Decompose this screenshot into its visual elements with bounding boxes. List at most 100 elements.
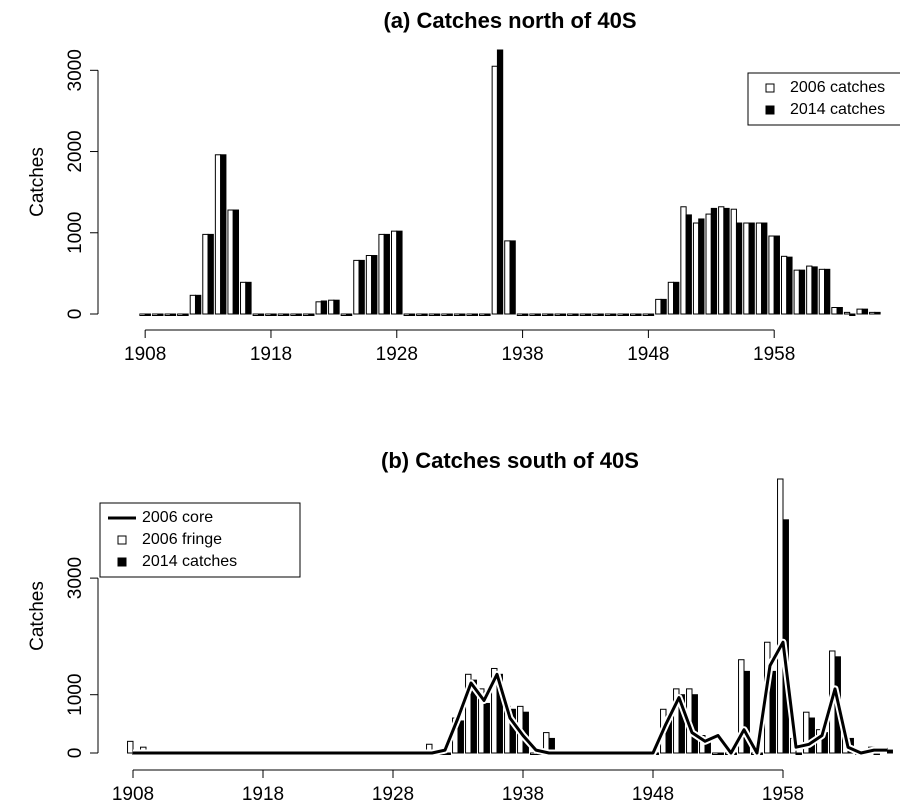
chart-title: (b) Catches south of 40S bbox=[381, 448, 639, 473]
bar bbox=[811, 266, 818, 315]
bar bbox=[227, 209, 234, 315]
bar bbox=[434, 313, 441, 316]
bar bbox=[459, 313, 466, 316]
legend-box bbox=[747, 72, 900, 126]
bar bbox=[743, 222, 750, 315]
bar bbox=[769, 670, 776, 754]
bar bbox=[798, 269, 806, 315]
bar bbox=[504, 240, 511, 315]
bar bbox=[491, 65, 498, 315]
bar bbox=[869, 311, 876, 315]
bar bbox=[777, 478, 784, 754]
bar bbox=[484, 313, 491, 316]
bar bbox=[735, 222, 743, 315]
bar bbox=[554, 313, 561, 316]
bar bbox=[698, 218, 705, 315]
x-tick-label: 1908 bbox=[112, 784, 154, 803]
bar bbox=[712, 752, 719, 755]
bar bbox=[441, 313, 448, 316]
x-tick-label: 1918 bbox=[250, 344, 292, 365]
bar bbox=[743, 670, 750, 754]
bar bbox=[806, 265, 813, 315]
bar bbox=[831, 307, 838, 315]
y-tick-label: 3000 bbox=[65, 49, 86, 91]
bar bbox=[177, 313, 184, 316]
y-tick-label: 1000 bbox=[65, 212, 86, 254]
bar bbox=[295, 313, 302, 316]
bar bbox=[483, 702, 490, 754]
bar bbox=[444, 752, 451, 755]
bar bbox=[207, 233, 214, 315]
bar bbox=[232, 209, 240, 315]
bar bbox=[579, 313, 586, 316]
bar bbox=[610, 313, 617, 316]
bar bbox=[780, 255, 788, 315]
bar bbox=[257, 313, 265, 316]
bar bbox=[730, 208, 737, 315]
bar bbox=[403, 313, 410, 316]
bar bbox=[308, 313, 315, 316]
x-tick-label: 1908 bbox=[124, 344, 166, 365]
bar bbox=[541, 313, 549, 316]
bar bbox=[290, 313, 297, 316]
bar bbox=[353, 259, 360, 315]
bar bbox=[824, 268, 831, 315]
bar bbox=[782, 519, 789, 754]
line bbox=[133, 640, 887, 755]
bar bbox=[718, 206, 725, 315]
y-axis-label: Catches bbox=[27, 147, 48, 217]
bar bbox=[396, 230, 403, 315]
bar bbox=[843, 311, 851, 315]
bar bbox=[642, 313, 649, 316]
bar bbox=[723, 207, 730, 315]
bar bbox=[283, 313, 290, 316]
legend-label: 2014 catches bbox=[790, 101, 885, 118]
bar bbox=[547, 313, 554, 316]
bar bbox=[277, 313, 285, 316]
bar bbox=[617, 313, 624, 316]
bar bbox=[214, 154, 222, 315]
bar bbox=[667, 281, 675, 315]
bar bbox=[151, 313, 159, 316]
legend-label: 2014 catches bbox=[142, 553, 237, 570]
bar bbox=[202, 233, 209, 315]
legend-box bbox=[99, 502, 301, 578]
bar bbox=[748, 222, 755, 315]
bar bbox=[328, 299, 335, 315]
bar bbox=[529, 313, 536, 316]
bar bbox=[755, 222, 763, 315]
bar bbox=[378, 233, 385, 315]
bar bbox=[245, 281, 252, 315]
bar bbox=[182, 313, 189, 316]
bar bbox=[144, 313, 151, 316]
bar bbox=[705, 213, 712, 315]
bar bbox=[390, 230, 398, 315]
bar bbox=[680, 206, 687, 315]
legend-symbol bbox=[117, 557, 127, 567]
bar bbox=[466, 313, 473, 316]
legend-label: 2006 catches bbox=[790, 79, 885, 96]
bar bbox=[302, 313, 310, 316]
bar bbox=[471, 313, 479, 316]
x-tick-label: 1958 bbox=[762, 784, 804, 803]
bar bbox=[717, 752, 724, 755]
bar bbox=[836, 307, 843, 315]
bar bbox=[453, 313, 461, 316]
bar bbox=[768, 235, 775, 315]
bar bbox=[383, 233, 390, 315]
bar bbox=[572, 313, 579, 316]
x-tick-label: 1958 bbox=[753, 344, 795, 365]
bar bbox=[479, 313, 486, 316]
bar bbox=[333, 299, 340, 315]
x-tick-label: 1938 bbox=[502, 784, 544, 803]
bar bbox=[604, 313, 612, 316]
chart-title: (a) Catches north of 40S bbox=[383, 8, 636, 33]
bar bbox=[157, 313, 164, 316]
bar bbox=[622, 313, 630, 316]
bar bbox=[421, 313, 428, 316]
legend-label: 2006 fringe bbox=[142, 531, 222, 548]
bar bbox=[315, 301, 322, 315]
bar bbox=[793, 269, 800, 315]
bar bbox=[169, 313, 177, 316]
